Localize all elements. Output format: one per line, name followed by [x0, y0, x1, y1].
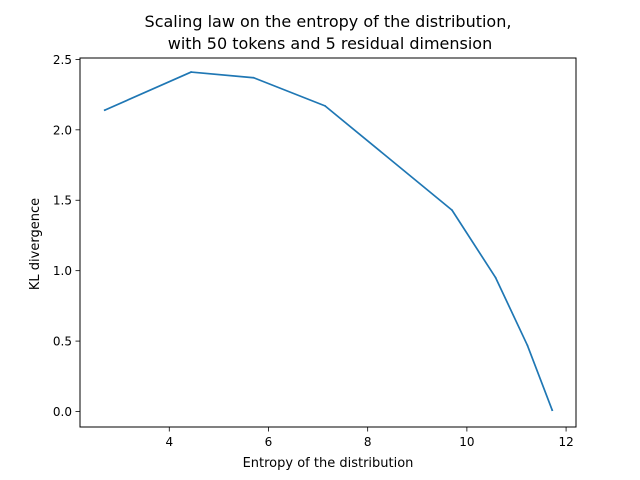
x-tick-label: 8 [364, 435, 372, 449]
x-tick-label: 12 [558, 435, 573, 449]
data-point [252, 76, 255, 79]
x-tick-label: 6 [265, 435, 273, 449]
plot-area: 4 6 8 10 12 0.0 0.5 1.0 1.5 2.0 2.5 [53, 53, 577, 449]
y-tick-label: 0.0 [53, 405, 72, 419]
data-point [551, 409, 554, 411]
y-tick-label: 1.0 [53, 264, 72, 278]
data-point [324, 104, 326, 107]
plot-frame [79, 57, 577, 428]
x-tick-label: 4 [165, 435, 173, 449]
data-point [451, 209, 453, 212]
y-tick-label: 2.5 [53, 53, 72, 67]
y-axis-label: KL divergence [28, 198, 43, 290]
y-tick-label: 1.5 [53, 194, 72, 208]
data-point [190, 71, 193, 73]
x-tick-label: 10 [459, 435, 474, 449]
data-point [494, 276, 497, 279]
y-tick-label: 0.5 [53, 335, 72, 349]
y-tick-label: 2.0 [53, 123, 72, 137]
data-point [103, 109, 106, 112]
chart-subtitle: with 50 tokens and 5 residual dimension [168, 34, 492, 53]
data-point [526, 344, 529, 347]
series-line-0 [103, 71, 554, 412]
chart-title: Scaling law on the entropy of the distri… [145, 12, 512, 31]
x-axis-label: Entropy of the distribution [243, 456, 414, 471]
